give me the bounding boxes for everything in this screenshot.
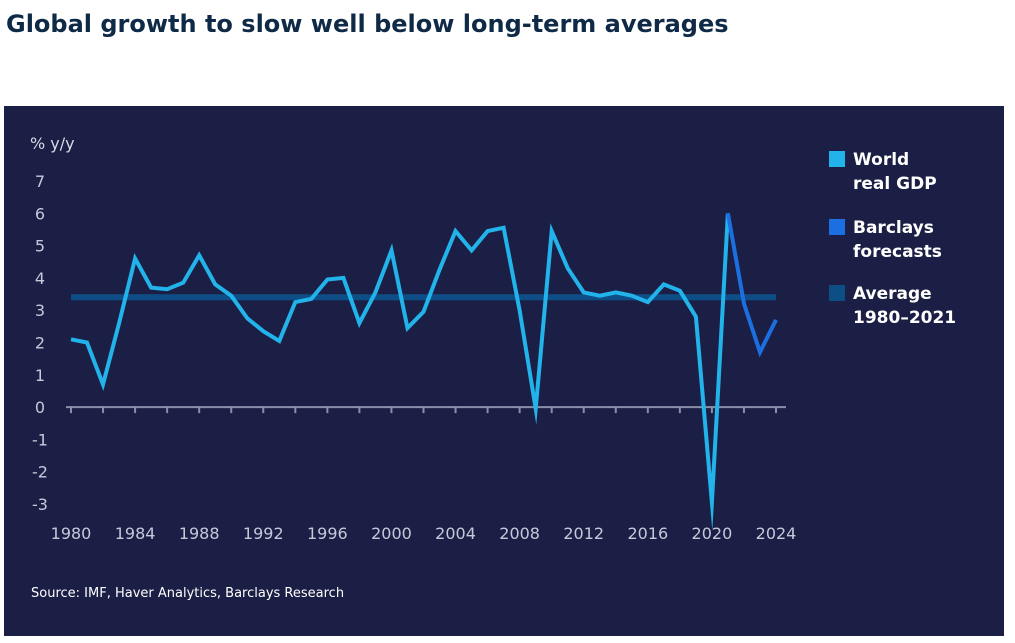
legend-barclays-forecasts-label: Barclays (853, 218, 934, 238)
legend-world-gdp-label: World (853, 150, 909, 170)
y-tick-label: 7 (35, 172, 45, 191)
legend-barclays-forecasts-label: forecasts (853, 242, 942, 262)
world-gdp-line (70, 213, 730, 531)
y-tick-label: 6 (35, 204, 45, 223)
y-tick-label: 4 (35, 269, 45, 288)
x-tick-label: 2024 (756, 524, 797, 543)
y-tick-label: 1 (35, 366, 45, 385)
y-tick-label: 5 (35, 237, 45, 256)
y-axis: 7 6 5 4 3 2 1 0 -1 -2 -3 (32, 172, 48, 514)
x-tick-label: 2008 (499, 524, 540, 543)
y-tick-label: 0 (35, 398, 45, 417)
legend-barclays-forecasts-swatch (829, 219, 845, 235)
x-tick-label: 2000 (371, 524, 412, 543)
gdp-line-chart: % y/y 7 6 5 4 3 2 1 0 -1 -2 -3 1980 1984 1988 1992 199… (30, 134, 956, 601)
y-tick-label: 2 (35, 334, 45, 353)
x-tick-label: 2004 (435, 524, 476, 543)
legend-average-label: 1980–2021 (853, 308, 956, 328)
legend: World real GDP Barclays forecasts Average 198… (829, 150, 956, 328)
x-tick-label: 2012 (563, 524, 604, 543)
y-tick-label: -3 (32, 495, 48, 514)
x-tick-label: 2020 (692, 524, 733, 543)
page-title: Global growth to slow well below long-te… (6, 10, 729, 38)
x-axis: 1980 1984 1988 1992 1996 2000 2004 2008 2012 2016… (51, 406, 797, 543)
legend-world-gdp-label: real GDP (853, 174, 937, 194)
y-axis-unit-label: % y/y (30, 134, 75, 153)
forecast-line (725, 212, 778, 358)
legend-average-swatch (829, 285, 845, 301)
y-tick-label: -2 (32, 463, 48, 482)
x-tick-label: 1988 (179, 524, 220, 543)
legend-world-gdp-swatch (829, 151, 845, 167)
series-layer (70, 212, 778, 531)
x-tick-label: 1996 (307, 524, 348, 543)
source-note: Source: IMF, Haver Analytics, Barclays R… (31, 586, 344, 601)
y-tick-label: -1 (32, 430, 48, 449)
x-tick-label: 2016 (627, 524, 668, 543)
chart-panel: % y/y 7 6 5 4 3 2 1 0 -1 -2 -3 1980 1984 1988 1992 199… (4, 106, 1004, 636)
x-tick-label: 1984 (115, 524, 156, 543)
legend-average-label: Average (853, 284, 932, 304)
y-tick-label: 3 (35, 301, 45, 320)
x-tick-label: 1992 (243, 524, 284, 543)
x-tick-label: 1980 (51, 524, 92, 543)
